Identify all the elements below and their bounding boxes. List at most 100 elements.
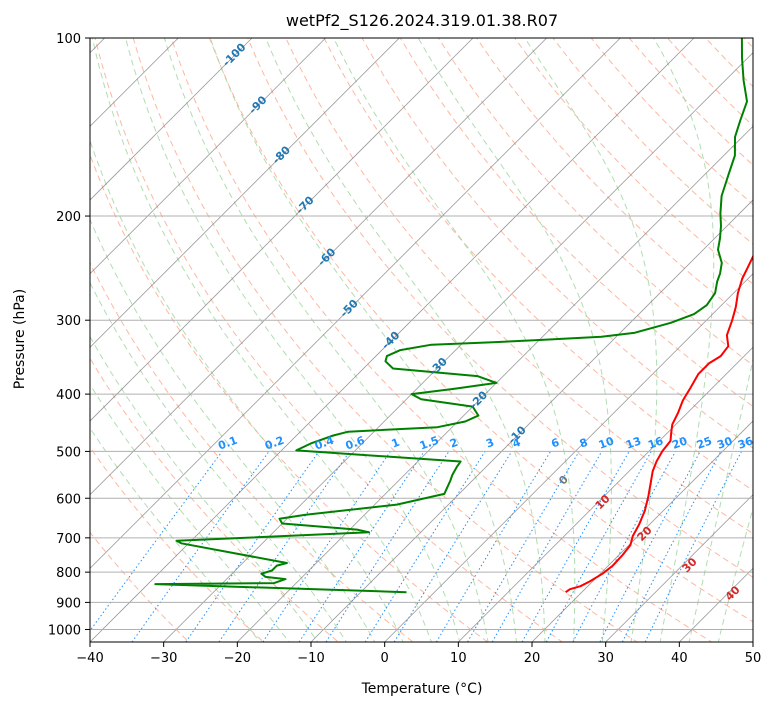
isotherm-line <box>605 494 753 642</box>
x-tick-label: −30 <box>150 651 177 666</box>
y-tick-label: 300 <box>56 314 81 329</box>
mixing-ratio-line <box>262 451 391 642</box>
dry-adiabat-line <box>90 261 414 642</box>
dewpoint-line <box>154 38 748 594</box>
moist-adiabat-line <box>125 38 461 642</box>
dry-adiabat-line <box>90 531 190 642</box>
mixing-ratio-label: 16 <box>646 434 665 452</box>
moist-adiabat-line <box>90 281 347 642</box>
mixing-ratio-line <box>185 451 320 642</box>
dry-adiabat-line <box>94 38 564 642</box>
temperature-line <box>565 254 753 594</box>
chart-title: wetPf2_S126.2024.319.01.38.R07 <box>286 11 558 31</box>
mixing-ratio-label: 10 <box>597 434 616 452</box>
moist-adiabat-line <box>90 335 319 642</box>
moist-adiabat-label: 40 <box>723 583 743 603</box>
mixing-ratio-label: 4 <box>511 436 523 451</box>
y-tick-label: 1000 <box>48 623 81 638</box>
y-tick-label: 600 <box>56 492 81 507</box>
mixing-ratio-line <box>364 451 486 642</box>
mixing-ratio-line <box>545 451 652 642</box>
moist-adiabat-line <box>163 38 489 642</box>
dry-adiabat-line <box>90 153 489 642</box>
mixing-ratio-line <box>435 451 552 642</box>
dry-adiabat-line <box>208 38 753 623</box>
mixing-ratio-label: 2 <box>448 436 460 451</box>
y-axis-label: Pressure (hPa) <box>12 289 28 389</box>
moist-adiabat-line <box>688 356 753 642</box>
moist-adiabat-line <box>653 38 715 642</box>
dry-adiabat-line <box>399 38 753 408</box>
x-tick-label: −20 <box>224 651 251 666</box>
mixing-ratio-label: 3 <box>484 436 496 451</box>
isotherm-label: -60 <box>315 245 338 268</box>
x-tick-label: 0 <box>381 651 389 666</box>
isotherm-label: -80 <box>270 143 293 166</box>
isotherm-line <box>531 420 753 642</box>
moist-adiabat-label: 10 <box>593 492 613 512</box>
mixing-ratio-label: 13 <box>624 434 643 451</box>
mixing-ratio-label: 30 <box>715 434 734 452</box>
isotherm-line <box>90 38 400 348</box>
dry-adiabat-line <box>666 38 753 127</box>
moist-adiabat-line <box>91 38 432 642</box>
profile-series <box>154 38 753 594</box>
mixing-ratio-line <box>218 451 351 642</box>
isotherm-line <box>90 38 621 569</box>
y-tick-label: 100 <box>56 32 81 47</box>
dry-adiabat-line <box>361 38 753 449</box>
x-tick-label: 20 <box>524 651 541 666</box>
dry-adiabat-line <box>514 38 753 285</box>
moist-adiabat-line <box>524 38 658 642</box>
y-tick-label: 700 <box>56 532 81 547</box>
isotherm-line <box>90 38 695 642</box>
x-axis-label: Temperature (°C) <box>361 681 483 697</box>
mixing-ratio-label: 0.6 <box>344 434 367 453</box>
background-lines <box>90 11 775 654</box>
moist-adiabat-line <box>90 427 261 642</box>
mixing-ratio-label: 0.4 <box>313 434 336 453</box>
y-tick-label: 400 <box>56 388 81 403</box>
mixing-ratio-label: 1 <box>390 436 402 451</box>
mixing-ratio-line <box>621 451 722 642</box>
isotherm-line <box>90 38 253 201</box>
mixing-ratio-label: 0.2 <box>263 434 286 453</box>
mixing-ratio-line <box>325 451 450 642</box>
isotherm-line <box>163 52 753 642</box>
moist-adiabat-line <box>717 506 753 642</box>
moist-adiabat-line <box>90 218 376 642</box>
moist-adiabat-line <box>417 38 612 642</box>
mixing-ratio-line <box>90 451 223 632</box>
mixing-ratio-label: 8 <box>578 436 590 451</box>
isotherm-line <box>310 199 753 642</box>
dry-adiabat-line <box>755 11 775 654</box>
dry-adiabat-line <box>476 38 753 326</box>
x-tick-label: −40 <box>76 651 103 666</box>
x-tick-label: −10 <box>297 651 324 666</box>
mixing-ratio-line <box>521 451 630 642</box>
dry-adiabat-line <box>90 357 339 642</box>
mixing-ratio-label: 20 <box>670 434 689 452</box>
dry-adiabat-line <box>285 38 753 535</box>
mixing-ratio-line <box>298 451 425 642</box>
dry-adiabat-line <box>90 446 265 642</box>
dry-adiabat-line <box>247 38 753 578</box>
moist-adiabat-line <box>90 383 290 642</box>
mixing-ratio-line <box>572 451 676 642</box>
isotherm-line <box>384 273 753 642</box>
isotherm-line <box>90 38 474 422</box>
isotherm-line <box>90 38 547 496</box>
mixing-ratio-label: 0.1 <box>216 434 239 453</box>
mixing-ratio-line <box>393 451 513 642</box>
mixing-ratio-label: 36 <box>736 434 755 452</box>
y-tick-label: 200 <box>56 210 81 225</box>
dry-adiabat-line <box>132 38 638 642</box>
mixing-ratio-label: 6 <box>549 436 561 451</box>
x-tick-label: 50 <box>745 651 762 666</box>
isotherm-line <box>90 38 326 275</box>
dry-adiabat-line <box>437 38 753 366</box>
plot-frame <box>89 37 754 643</box>
axis-ticks: −40 −30 −20 −10 0 10 20 30 40 5010020030040050060… <box>48 32 761 666</box>
moist-adiabat-line <box>265 38 546 642</box>
